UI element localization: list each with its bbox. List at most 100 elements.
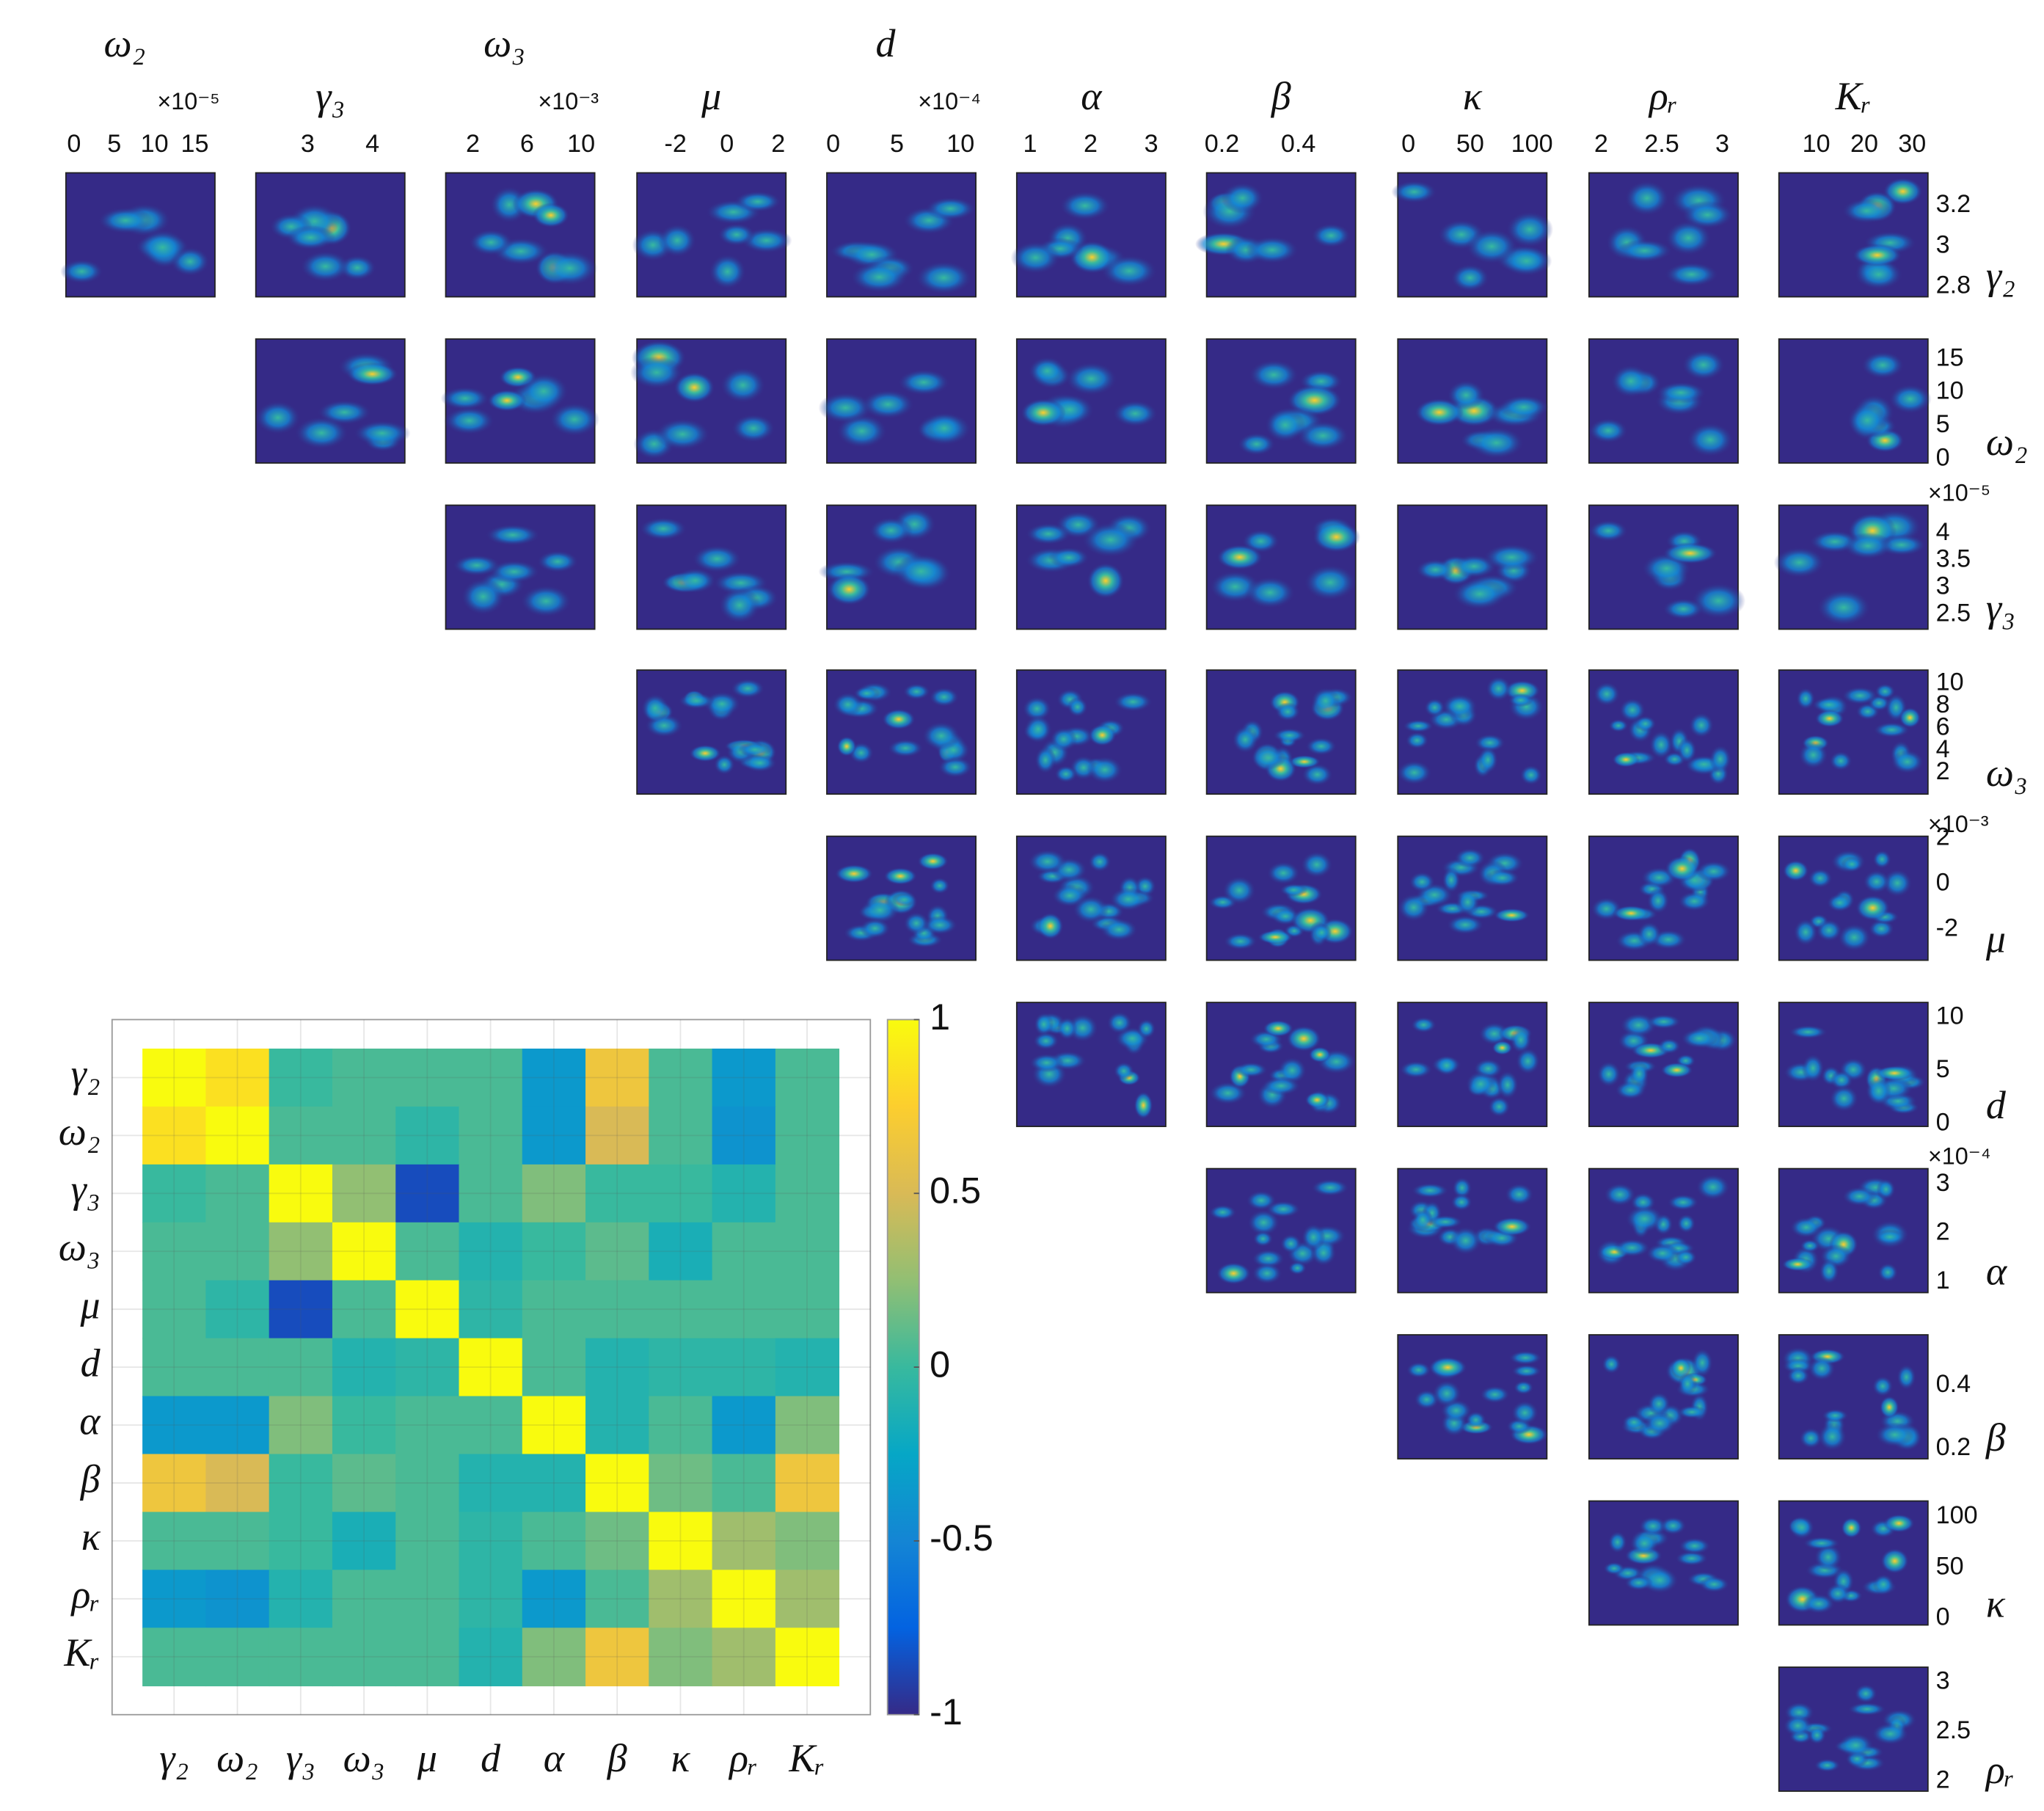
density-blob xyxy=(689,744,722,762)
heatmap-cell xyxy=(712,1049,776,1107)
heatmap-cell xyxy=(649,1280,713,1339)
density-blob xyxy=(1113,691,1153,712)
heatmap-cell xyxy=(332,1280,397,1339)
density-blob xyxy=(1877,1262,1899,1283)
density-blob xyxy=(1479,1385,1511,1404)
row-label: ω₂ xyxy=(1986,420,2028,464)
density-panel xyxy=(1015,504,1167,630)
density-blob xyxy=(1250,746,1286,770)
density-blob xyxy=(1450,263,1489,292)
density-blob xyxy=(1842,686,1878,705)
x-tick-label: 5 xyxy=(107,130,121,158)
density-blob xyxy=(1434,1055,1459,1076)
density-blob xyxy=(1032,1032,1059,1050)
heatmap-cell xyxy=(142,1222,207,1281)
density-blob xyxy=(1405,732,1429,749)
density-blob xyxy=(853,686,880,701)
density-blob xyxy=(1789,1217,1823,1239)
y-category-label: γ₂ xyxy=(71,1052,101,1096)
density-blob xyxy=(1465,1071,1496,1098)
density-blob xyxy=(1872,1376,1894,1397)
density-blob xyxy=(1847,402,1888,438)
density-blob xyxy=(1065,362,1117,396)
density-blob xyxy=(1899,707,1921,729)
density-blob xyxy=(1593,682,1621,707)
density-blob xyxy=(1837,923,1872,952)
heatmap-cell xyxy=(585,1164,650,1223)
density-blob xyxy=(1100,918,1138,941)
density-blob xyxy=(903,911,930,935)
y-tick-label: 2 xyxy=(1936,1766,1950,1793)
column-label: d xyxy=(875,21,896,65)
x-category-label: κ xyxy=(671,1736,691,1780)
density-blob xyxy=(440,387,490,410)
x-category-label: Kᵣ xyxy=(788,1736,825,1780)
density-panel xyxy=(1778,669,1929,795)
density-blob xyxy=(532,203,570,228)
density-blob xyxy=(1519,765,1543,786)
density-blob xyxy=(1510,1026,1532,1054)
density-panel xyxy=(630,338,787,464)
density-blob xyxy=(731,679,765,699)
density-blob xyxy=(1803,1593,1836,1614)
density-panel xyxy=(1778,1500,1929,1626)
density-blob xyxy=(1054,765,1078,783)
y-tick-label: 4 xyxy=(1936,735,1950,763)
row-label: d xyxy=(1986,1083,2007,1127)
heatmap-cell xyxy=(269,1512,333,1571)
colorbar-tick-label: -1 xyxy=(930,1691,963,1732)
heatmap-cell xyxy=(522,1512,586,1571)
density-blob xyxy=(1272,728,1307,743)
x-tick-label: 10 xyxy=(946,130,974,158)
density-blob xyxy=(1056,1016,1078,1041)
heatmap-cell xyxy=(142,1512,207,1571)
density-blob xyxy=(1629,1061,1650,1087)
heatmap-cell xyxy=(712,1454,776,1513)
density-blob xyxy=(1588,418,1628,443)
density-panel xyxy=(1773,504,1929,630)
heatmap-cell xyxy=(205,1222,270,1281)
row-exponent: ×10⁻⁵ xyxy=(1928,480,1990,506)
density-blob xyxy=(453,554,501,576)
density-blob xyxy=(1442,867,1461,894)
density-blob xyxy=(1649,730,1673,759)
density-blob xyxy=(1403,719,1434,733)
density-blob xyxy=(917,852,949,870)
heatmap-cell xyxy=(459,1628,523,1687)
density-blob xyxy=(1029,1053,1065,1073)
density-panel xyxy=(636,504,787,630)
colorbar-tick-label: 0 xyxy=(930,1343,950,1385)
density-blob xyxy=(1412,1209,1434,1231)
density-blob xyxy=(1493,908,1530,922)
density-blob xyxy=(1814,1758,1841,1773)
density-panel xyxy=(1588,338,1739,464)
density-blob xyxy=(1286,1025,1321,1052)
heatmap-cell xyxy=(585,1280,650,1339)
density-blob xyxy=(1249,360,1299,390)
density-blob xyxy=(1452,577,1508,611)
heatmap-cell xyxy=(522,1338,586,1397)
heatmap-cell xyxy=(395,1454,460,1513)
density-panel xyxy=(1397,338,1550,464)
density-blob xyxy=(1872,1573,1894,1595)
density-blob xyxy=(1513,1380,1534,1395)
heatmap-cell xyxy=(395,1164,460,1223)
density-blob xyxy=(1678,1537,1711,1555)
density-blob xyxy=(1106,1011,1133,1035)
density-panel xyxy=(1588,1500,1739,1626)
density-blob xyxy=(1469,426,1525,459)
density-blob xyxy=(1680,1028,1718,1049)
density-panel xyxy=(818,504,977,630)
y-category-label: Kᵣ xyxy=(63,1630,100,1675)
y-category-label: γ₃ xyxy=(71,1167,101,1211)
density-panel xyxy=(826,669,977,795)
density-blob xyxy=(1696,860,1732,883)
density-blob xyxy=(1478,746,1499,774)
heatmap-cell xyxy=(712,1164,776,1223)
heatmap-cell xyxy=(269,1570,333,1629)
density-blob xyxy=(1799,1427,1823,1449)
colorbar-tick-label: -0.5 xyxy=(930,1517,993,1559)
y-tick-label: 4 xyxy=(1936,518,1950,546)
density-blob xyxy=(1037,912,1064,940)
